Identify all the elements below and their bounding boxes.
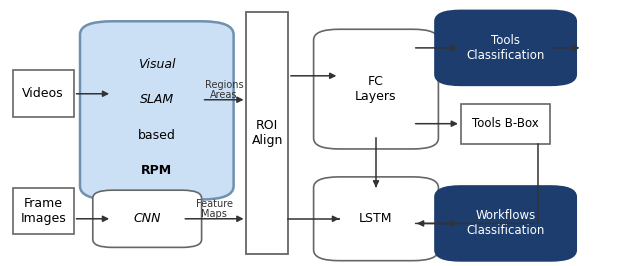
- Text: Feature: Feature: [196, 199, 233, 209]
- FancyBboxPatch shape: [13, 188, 74, 234]
- FancyBboxPatch shape: [435, 11, 576, 85]
- Text: SLAM: SLAM: [140, 93, 174, 106]
- FancyBboxPatch shape: [246, 12, 288, 254]
- FancyBboxPatch shape: [13, 70, 74, 117]
- Text: CNN: CNN: [134, 212, 161, 225]
- FancyBboxPatch shape: [314, 29, 438, 149]
- Text: LSTM: LSTM: [359, 212, 393, 225]
- FancyBboxPatch shape: [435, 186, 576, 261]
- Text: Visual: Visual: [138, 58, 175, 71]
- FancyBboxPatch shape: [314, 177, 438, 261]
- Text: Maps: Maps: [202, 209, 227, 219]
- Text: ROI
Align: ROI Align: [252, 119, 283, 147]
- Text: Regions: Regions: [205, 80, 243, 90]
- Text: Tools B-Box: Tools B-Box: [472, 117, 539, 130]
- Text: Videos: Videos: [22, 87, 64, 100]
- Text: Areas: Areas: [211, 90, 237, 100]
- Text: based: based: [138, 128, 176, 142]
- Text: Tools
Classification: Tools Classification: [467, 34, 545, 62]
- Text: Workflows
Classification: Workflows Classification: [467, 209, 545, 238]
- FancyBboxPatch shape: [461, 104, 550, 144]
- Text: FC
Layers: FC Layers: [355, 75, 397, 103]
- Text: Frame
Images: Frame Images: [20, 197, 66, 225]
- Text: RPM: RPM: [141, 164, 172, 177]
- FancyBboxPatch shape: [80, 21, 234, 200]
- FancyBboxPatch shape: [93, 190, 202, 247]
